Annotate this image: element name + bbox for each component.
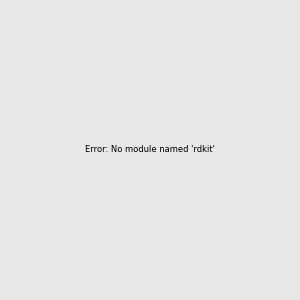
Text: Error: No module named 'rdkit': Error: No module named 'rdkit' <box>85 146 215 154</box>
